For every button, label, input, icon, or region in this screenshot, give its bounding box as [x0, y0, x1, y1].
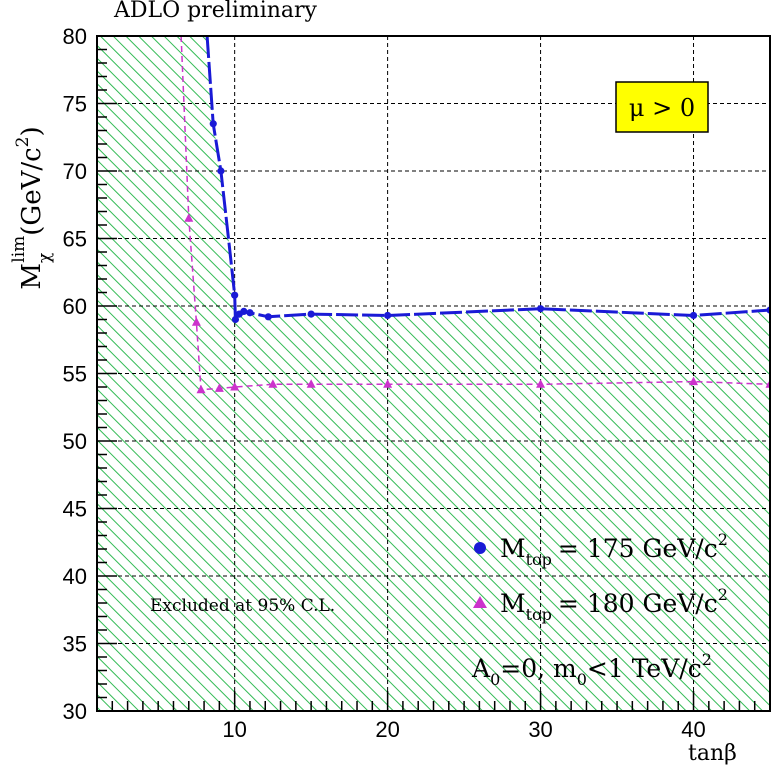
data-point-s1-7: [383, 379, 393, 388]
y-tick-label-50: 50: [63, 429, 87, 454]
y-tick-label-45: 45: [63, 497, 87, 522]
y-tick-label-60: 60: [63, 294, 87, 319]
excluded-region-label: Excluded at 95% C.L.: [150, 596, 335, 616]
mu-label-box: μ > 0: [615, 81, 709, 133]
y-tick-label-75: 75: [63, 92, 87, 117]
y-tick-label-40: 40: [63, 564, 87, 589]
y-tick-label-80: 80: [63, 24, 87, 49]
grid-lines: [97, 36, 770, 711]
data-point-s1-8: [536, 379, 546, 388]
data-point-s1-3: [214, 383, 224, 392]
mu-label: μ > 0: [629, 94, 695, 122]
data-point-s1-1: [191, 317, 201, 326]
y-tick-label-70: 70: [63, 159, 87, 184]
data-point-s1-6: [306, 379, 316, 388]
data-point-s0-6: [246, 309, 254, 317]
y-axis-label: Mχlim(GeV/c2): [9, 126, 55, 289]
x-tick-label-10: 10: [222, 717, 246, 742]
y-tick-label-65: 65: [63, 227, 87, 252]
data-point-s0-7: [264, 313, 272, 321]
chart-title: ADLO preliminary: [114, 0, 317, 23]
y-tick-label-30: 30: [63, 699, 87, 724]
data-point-s1-9: [689, 376, 699, 386]
data-point-s1-10: [765, 379, 770, 388]
data-point-s0-8: [307, 310, 315, 318]
data-point-s0-9: [384, 311, 392, 320]
params-annotation: A0=0, m0<1 TeV/c2: [471, 650, 712, 689]
axis-ticks: [97, 48, 771, 711]
x-tick-label-40: 40: [681, 717, 705, 742]
y-tick-label-35: 35: [63, 632, 87, 657]
data-point-s1-4: [230, 382, 240, 391]
data-point-s0-10: [536, 305, 545, 313]
legend-marker-triangle: [473, 596, 487, 608]
data-point-s1-0: [184, 213, 194, 222]
x-tick-label-30: 30: [528, 717, 552, 742]
x-axis-label: tanβ: [688, 741, 737, 766]
legend: Mtop = 175 GeV/c2 Mtop = 180 GeV/c2: [473, 530, 728, 624]
data-point-s1-2: [196, 384, 206, 394]
data-point-s0-3: [231, 315, 240, 324]
data-point-s0-11: [689, 311, 698, 320]
y-tick-label-55: 55: [63, 362, 87, 387]
axis-tick-labels: 10 20 30 40 30 35 40 45 50 55 60 65 70 75 80: [63, 24, 706, 742]
data-point-s0-2: [231, 291, 239, 299]
legend-marker-circle: [474, 542, 486, 554]
series-line-0: [205, 36, 770, 325]
svg-text:Mtop= 180 GeV/c2: Mtop = 180 GeV/c2: [500, 585, 728, 624]
legend-entry-mtop-175: Mtop = 175 GeV/c2: [474, 530, 728, 569]
data-point-s0-5: [240, 307, 248, 315]
data-point-s0-1: [217, 167, 225, 175]
svg-text:Mtop= 175 GeV/c2: Mtop = 175 GeV/c2: [500, 530, 728, 569]
legend-entry-mtop-180: Mtop = 180 GeV/c2: [473, 585, 728, 624]
data-point-s0-0: [209, 120, 217, 128]
x-tick-label-20: 20: [375, 717, 399, 742]
svg-text:Mχlim(GeV/c2): Mχlim(GeV/c2): [9, 126, 55, 289]
data-point-s1-5: [268, 379, 278, 388]
